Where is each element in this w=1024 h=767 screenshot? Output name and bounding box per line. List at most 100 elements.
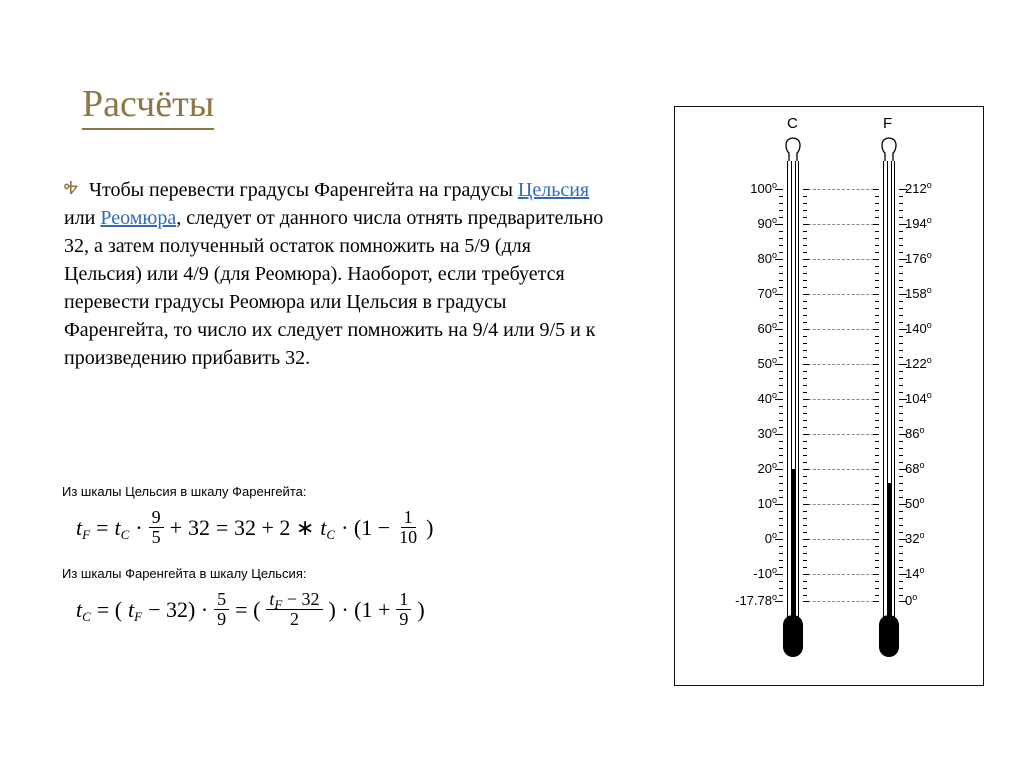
f-scale-label: 86o <box>905 426 924 441</box>
minor-tick <box>803 511 807 512</box>
minor-tick <box>899 266 903 267</box>
minor-tick <box>779 406 783 407</box>
minor-tick <box>899 420 903 421</box>
minor-tick <box>875 203 879 204</box>
minor-tick <box>803 217 807 218</box>
tick-mark <box>899 574 907 575</box>
minor-tick <box>875 273 879 274</box>
tick-mark <box>873 601 879 602</box>
link-celsius[interactable]: Цельсия <box>518 179 589 201</box>
guide-line <box>803 294 879 295</box>
minor-tick <box>803 385 807 386</box>
tick-mark <box>899 189 907 190</box>
f-scale-label: 212o <box>905 181 932 196</box>
tick-mark <box>803 364 809 365</box>
minor-tick <box>875 476 879 477</box>
minor-tick <box>899 567 903 568</box>
tick-mark <box>899 294 907 295</box>
minor-tick <box>803 238 807 239</box>
tick-mark <box>899 601 907 602</box>
minor-tick <box>899 252 903 253</box>
tick-mark <box>873 469 879 470</box>
minor-tick <box>803 406 807 407</box>
minor-tick <box>875 483 879 484</box>
minor-tick <box>875 532 879 533</box>
tick-mark <box>803 469 809 470</box>
minor-tick <box>899 392 903 393</box>
f-scale-label: 122o <box>905 356 932 371</box>
formulas-block: Из шкалы Цельсия в шкалу Фаренгейта: tF … <box>62 478 482 648</box>
minor-tick <box>779 497 783 498</box>
minor-tick <box>803 427 807 428</box>
minor-tick <box>803 567 807 568</box>
minor-tick <box>779 196 783 197</box>
tick-mark <box>775 601 783 602</box>
minor-tick <box>803 455 807 456</box>
minor-tick <box>899 301 903 302</box>
minor-tick <box>803 490 807 491</box>
minor-tick <box>899 357 903 358</box>
guide-line <box>803 469 879 470</box>
minor-tick <box>899 238 903 239</box>
minor-tick <box>803 203 807 204</box>
mercury-column <box>791 469 796 617</box>
minor-tick <box>875 371 879 372</box>
minor-tick <box>779 581 783 582</box>
tick-mark <box>803 259 809 260</box>
tick-mark <box>803 539 809 540</box>
minor-tick <box>899 532 903 533</box>
minor-tick <box>875 511 879 512</box>
minor-tick <box>899 336 903 337</box>
minor-tick <box>803 301 807 302</box>
minor-tick <box>899 280 903 281</box>
f-scale-label: 194o <box>905 216 932 231</box>
minor-tick <box>875 588 879 589</box>
minor-tick <box>803 343 807 344</box>
minor-tick <box>779 217 783 218</box>
minor-tick <box>803 476 807 477</box>
minor-tick <box>779 546 783 547</box>
link-reaumur[interactable]: Реомюра <box>100 207 176 229</box>
minor-tick <box>803 378 807 379</box>
minor-tick <box>779 553 783 554</box>
guide-line <box>803 224 879 225</box>
tick-mark <box>899 434 907 435</box>
minor-tick <box>899 497 903 498</box>
minor-tick <box>875 448 879 449</box>
minor-tick <box>899 560 903 561</box>
minor-tick <box>803 588 807 589</box>
minor-tick <box>875 217 879 218</box>
minor-tick <box>803 280 807 281</box>
bullet-icon: Ꭽ <box>64 178 78 198</box>
tick-mark <box>775 574 783 575</box>
tick-mark <box>899 224 907 225</box>
minor-tick <box>899 490 903 491</box>
minor-tick <box>899 273 903 274</box>
minor-tick <box>803 231 807 232</box>
minor-tick <box>875 497 879 498</box>
tick-mark <box>873 539 879 540</box>
f-scale-label: 14o <box>905 566 924 581</box>
minor-tick <box>875 490 879 491</box>
tick-mark <box>775 294 783 295</box>
minor-tick <box>875 385 879 386</box>
formula-1: tF = tC · 95 + 32 = 32 + 2 ∗ tC · (1 − 1… <box>76 509 482 548</box>
minor-tick <box>875 280 879 281</box>
tick-mark <box>775 399 783 400</box>
minor-tick <box>803 357 807 358</box>
guide-line <box>803 189 879 190</box>
tick-mark <box>775 469 783 470</box>
minor-tick <box>779 287 783 288</box>
tick-mark <box>803 224 809 225</box>
minor-tick <box>779 273 783 274</box>
minor-tick <box>803 413 807 414</box>
c-scale-label: 100o <box>750 181 777 196</box>
minor-tick <box>779 315 783 316</box>
minor-tick <box>875 231 879 232</box>
formula-caption-1: Из шкалы Цельсия в шкалу Фаренгейта: <box>62 484 482 499</box>
minor-tick <box>875 525 879 526</box>
minor-tick <box>803 252 807 253</box>
tick-mark <box>873 189 879 190</box>
thermometer-bulb-icon <box>783 615 803 657</box>
minor-tick <box>779 413 783 414</box>
